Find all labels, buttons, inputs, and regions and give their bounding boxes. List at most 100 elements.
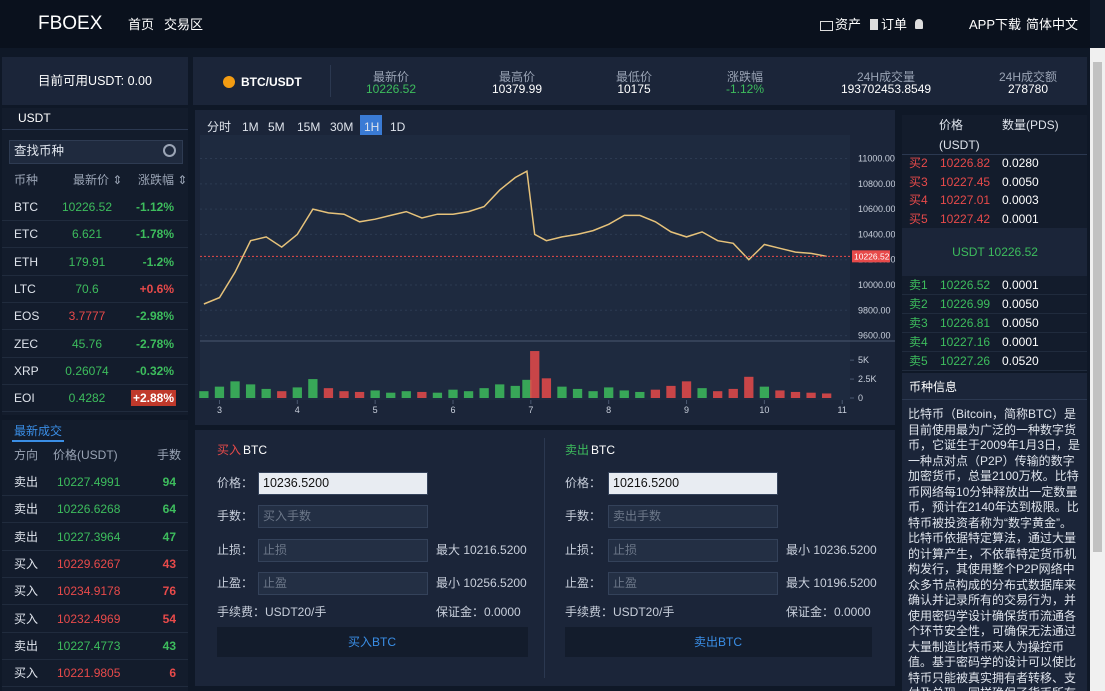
search-placeholder: 查找币种 bbox=[14, 144, 65, 158]
volume-bar bbox=[530, 351, 540, 398]
field-note: 最小 10236.5200 bbox=[786, 543, 877, 557]
form-margin: 保证金：0.0000 bbox=[436, 605, 521, 619]
user-icon bbox=[915, 19, 923, 29]
trades-tab[interactable]: 最新成交 bbox=[14, 424, 63, 438]
coin-price: 70.6 bbox=[75, 281, 99, 296]
volume-tick-label: 5K bbox=[858, 355, 869, 365]
nav-link[interactable]: 交易区 bbox=[164, 17, 204, 32]
volume-bar bbox=[728, 388, 738, 398]
nav-orders[interactable]: 订单 bbox=[881, 17, 908, 32]
book-row-line bbox=[902, 294, 1087, 295]
coin-icon bbox=[223, 76, 235, 88]
last-price-box bbox=[852, 250, 890, 263]
volume-bar bbox=[713, 391, 723, 398]
market-row-line bbox=[2, 301, 188, 303]
interval-button[interactable]: 15M bbox=[297, 120, 321, 134]
interval-button[interactable]: 1H bbox=[364, 120, 380, 134]
coin-change: -1.2% bbox=[142, 254, 174, 269]
volume-bar bbox=[339, 391, 349, 398]
submit-button[interactable] bbox=[565, 627, 872, 657]
volume-bar bbox=[775, 390, 785, 398]
volume-bar bbox=[354, 391, 365, 398]
market-tab[interactable]: USDT bbox=[18, 111, 51, 125]
logo[interactable]: FBOEX bbox=[38, 13, 103, 34]
volume-bar bbox=[277, 391, 287, 398]
bid-price: 10227.16 bbox=[940, 335, 991, 349]
trade-qty: 43 bbox=[162, 638, 176, 653]
volume-tick-label: 2.5K bbox=[858, 374, 877, 384]
form-divider bbox=[544, 438, 545, 678]
nav-link[interactable]: 首页 bbox=[128, 17, 155, 32]
coin-symbol[interactable]: EOI bbox=[14, 391, 35, 406]
coin-symbol[interactable]: ZEC bbox=[14, 336, 38, 351]
nav-assets[interactable]: 资产 bbox=[835, 17, 862, 32]
field-input[interactable] bbox=[608, 472, 778, 495]
trade-row-line bbox=[2, 631, 188, 633]
field-label: 止损： bbox=[565, 543, 602, 557]
nav-lang[interactable]: 简体中文 bbox=[1026, 17, 1079, 32]
volume-bar bbox=[635, 391, 645, 398]
x-tick-label: 7 bbox=[528, 405, 533, 415]
field-value: 10236.5200 bbox=[263, 476, 330, 490]
stat-label: 24H成交量 bbox=[856, 70, 916, 84]
field-input[interactable] bbox=[258, 505, 428, 528]
volume-bar bbox=[557, 386, 567, 398]
x-tick-label: 4 bbox=[295, 405, 300, 415]
trade-price: 10227.3964 bbox=[57, 529, 121, 544]
interval-button[interactable]: 5M bbox=[268, 120, 285, 134]
field-input[interactable] bbox=[608, 505, 778, 528]
interval-button[interactable]: 1M bbox=[242, 120, 259, 134]
trade-side: 卖出 bbox=[14, 502, 39, 517]
coin-change: +0.6% bbox=[139, 281, 174, 296]
field-label: 手数： bbox=[217, 509, 254, 523]
coin-symbol[interactable]: BTC bbox=[14, 200, 38, 214]
volume-bar bbox=[199, 391, 209, 398]
x-tick-label: 8 bbox=[606, 405, 611, 415]
search-input[interactable] bbox=[9, 140, 183, 164]
bid-qty: 0.0050 bbox=[1002, 297, 1039, 311]
submit-label[interactable]: 卖出BTC bbox=[693, 635, 743, 649]
field-input[interactable] bbox=[608, 572, 778, 595]
scrollbar[interactable] bbox=[1090, 48, 1105, 691]
coin-symbol[interactable]: EOS bbox=[14, 309, 40, 324]
coin-symbol[interactable]: LTC bbox=[14, 281, 36, 296]
trade-side: 卖出 bbox=[14, 475, 39, 489]
x-tick-label: 5 bbox=[373, 405, 378, 415]
field-input[interactable] bbox=[258, 572, 428, 595]
price-tick-label: 11000.00 bbox=[858, 154, 895, 164]
volume-bar bbox=[401, 391, 411, 398]
interval-button[interactable]: 30M bbox=[330, 120, 354, 134]
trade-price: 10234.9178 bbox=[57, 584, 121, 599]
nav-app[interactable]: APP下载 bbox=[969, 17, 1022, 32]
submit-button[interactable] bbox=[217, 627, 528, 657]
form-action: 卖出 bbox=[565, 443, 590, 457]
submit-label[interactable]: 买入BTC bbox=[347, 635, 397, 649]
info-title: 币种信息 bbox=[909, 380, 958, 394]
ask-price: 10227.45 bbox=[940, 174, 991, 189]
volume-bar bbox=[432, 392, 443, 398]
ask-qty: 0.0001 bbox=[1002, 211, 1039, 226]
coin-symbol[interactable]: ETC bbox=[14, 227, 38, 242]
ask-side: 买3 bbox=[909, 174, 928, 189]
interval-button[interactable]: 分时 bbox=[207, 120, 232, 134]
volume-bar bbox=[230, 381, 240, 398]
trade-qty: 43 bbox=[162, 556, 176, 571]
field-input[interactable] bbox=[608, 539, 778, 562]
interval-button[interactable]: 1D bbox=[390, 120, 406, 134]
volume-bar bbox=[292, 387, 302, 398]
field-input[interactable] bbox=[258, 539, 428, 562]
coin-symbol[interactable]: XRP bbox=[14, 363, 39, 378]
volume-bar bbox=[666, 385, 676, 398]
market-header: 涨跌幅 ⇕ bbox=[138, 173, 188, 187]
field-input[interactable] bbox=[258, 472, 428, 495]
market-row-line bbox=[2, 411, 188, 413]
bid-side: 卖1 bbox=[909, 278, 928, 292]
coin-symbol[interactable]: ETH bbox=[14, 254, 38, 269]
form-asset: BTC bbox=[243, 443, 267, 457]
stat-value: 10175 bbox=[617, 82, 651, 96]
ask-price: 10227.01 bbox=[940, 193, 991, 207]
volume-bar bbox=[681, 381, 692, 398]
stat-value: 193702453.8549 bbox=[840, 82, 932, 96]
stat-label: 涨跌幅 bbox=[726, 70, 764, 84]
volume-bar bbox=[261, 388, 271, 398]
